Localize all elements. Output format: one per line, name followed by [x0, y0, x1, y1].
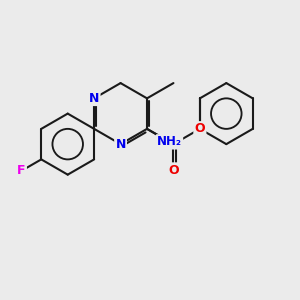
Text: NH₂: NH₂	[157, 135, 182, 148]
Text: F: F	[17, 164, 26, 177]
Text: O: O	[195, 122, 205, 135]
Text: N: N	[116, 138, 126, 151]
Text: O: O	[168, 164, 179, 177]
Text: N: N	[89, 92, 99, 105]
